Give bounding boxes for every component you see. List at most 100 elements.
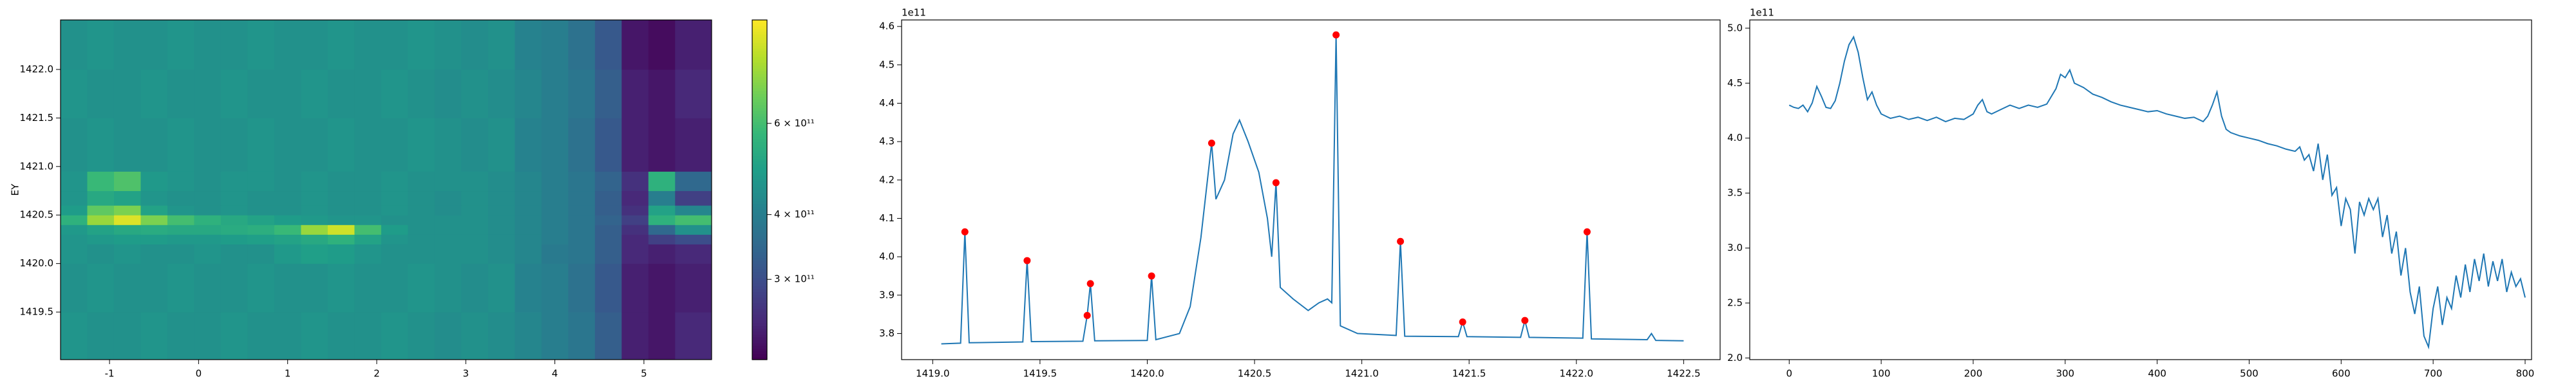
x-tick-label: 1419.0: [916, 368, 950, 380]
heatmap-cell: [61, 263, 88, 313]
heatmap-cell: [274, 118, 301, 172]
colorbar-segment: [752, 328, 767, 332]
colorbar-segment: [752, 204, 767, 207]
heatmap-cell: [113, 171, 141, 192]
colorbar-segment: [752, 142, 767, 145]
colorbar-segment: [752, 93, 767, 97]
heatmap-cell: [194, 69, 222, 118]
heatmap-cell: [220, 20, 248, 70]
heatmap-cell: [675, 225, 712, 235]
colorbar-segment: [752, 271, 767, 275]
heatmap-cell: [541, 244, 569, 264]
colorbar-segment: [752, 161, 767, 165]
heatmap-cell: [354, 20, 382, 70]
heatmap-cell: [541, 20, 569, 70]
heatmap-cell: [648, 225, 676, 235]
y-tick-label: 1421.0: [20, 160, 54, 172]
y-tick-label: 2.0: [1727, 352, 1743, 363]
heatmap-cell: [515, 69, 542, 118]
colorbar-segment: [752, 237, 767, 241]
heatmap-cell: [87, 69, 115, 118]
heatmap-cell: [274, 69, 301, 118]
peak-marker: [1521, 317, 1529, 324]
heatmap-cell: [461, 244, 489, 264]
heatmap-cell: [327, 225, 355, 235]
colorbar-segment: [752, 289, 767, 292]
heatmap-cell: [594, 234, 622, 244]
heatmap-cell: [568, 190, 596, 206]
heatmap-cell: [461, 312, 489, 360]
heatmap-cell: [541, 190, 569, 206]
heatmap-cell: [488, 190, 515, 206]
heatmap-cell: [648, 118, 676, 172]
heatmap-cell: [220, 190, 248, 206]
heatmap-cell: [434, 20, 462, 70]
heatmap-cell: [434, 263, 462, 313]
heatmap-cell: [541, 234, 569, 244]
heatmap-cell: [301, 263, 328, 313]
heatmap-cell: [61, 312, 88, 360]
heatmap-cell: [648, 234, 676, 244]
y-tick-label: 1420.0: [20, 257, 54, 269]
colorbar-segment: [752, 348, 767, 352]
heatmap-cell: [274, 225, 301, 235]
heatmap-cell: [247, 234, 275, 244]
heatmap-cell: [515, 225, 542, 235]
heatmap-cell: [327, 190, 355, 206]
heatmap-cell: [140, 312, 168, 360]
x-tick-label: 500: [2240, 368, 2259, 380]
heatmap-cell: [87, 244, 115, 264]
heatmap-cell: [594, 312, 622, 360]
heatmap-cell: [461, 263, 489, 313]
heatmap-cell: [488, 20, 515, 70]
peak-marker: [1459, 318, 1466, 326]
offset-text: 1e11: [902, 7, 926, 19]
colorbar-segment: [752, 28, 767, 32]
x-tick-label: 1422.0: [1560, 368, 1594, 380]
y-tick-label: 4.3: [879, 136, 895, 147]
heatmap-cell: [87, 263, 115, 313]
axes-frame: [1749, 19, 2532, 360]
colorbar-segment: [752, 53, 767, 57]
heatmap-cell: [61, 234, 88, 244]
x-tick-label: 300: [2056, 368, 2074, 380]
heatmap-cell: [354, 205, 382, 216]
colorbar-segment: [752, 255, 767, 259]
heatmap-cell: [220, 225, 248, 235]
heatmap-cell: [515, 118, 542, 172]
y-axis-label: EY: [10, 183, 21, 196]
colorbar-segment: [752, 25, 767, 29]
heatmap-cell: [408, 190, 435, 206]
heatmap-cell: [648, 215, 676, 225]
heatmap-cell: [434, 205, 462, 216]
x-tick-label: 400: [2148, 368, 2166, 380]
heatmap-cell: [354, 69, 382, 118]
heatmap-cell: [408, 20, 435, 70]
y-tick-label: 3.0: [1727, 242, 1743, 253]
colorbar-segment: [752, 71, 767, 75]
colorbar-tick-label: 4 × 10¹¹: [774, 208, 815, 220]
heatmap-cell: [61, 69, 88, 118]
heatmap-cell: [113, 118, 141, 172]
colorbar-segment: [752, 308, 767, 312]
colorbar-segment: [752, 85, 767, 89]
heatmap-cell: [247, 312, 275, 360]
heatmap-cell: [594, 118, 622, 172]
heatmap-cell: [434, 118, 462, 172]
heatmap-cell: [354, 312, 382, 360]
heatmap-cell: [301, 312, 328, 360]
heatmap-cell: [327, 69, 355, 118]
y-tick-label: 3.9: [879, 289, 895, 300]
heatmap-cell: [621, 312, 649, 360]
heatmap-cell: [381, 171, 408, 192]
heatmap-cell: [488, 234, 515, 244]
heatmap-cell: [140, 190, 168, 206]
colorbar-segment: [752, 147, 767, 151]
heatmap-cell: [434, 234, 462, 244]
colorbar-segment: [752, 107, 767, 111]
heatmap-cell: [167, 205, 194, 216]
colorbar-segment: [752, 283, 767, 287]
heatmap-cell: [61, 118, 88, 172]
heatmap-cell: [488, 69, 515, 118]
heatmap-cell: [488, 225, 515, 235]
